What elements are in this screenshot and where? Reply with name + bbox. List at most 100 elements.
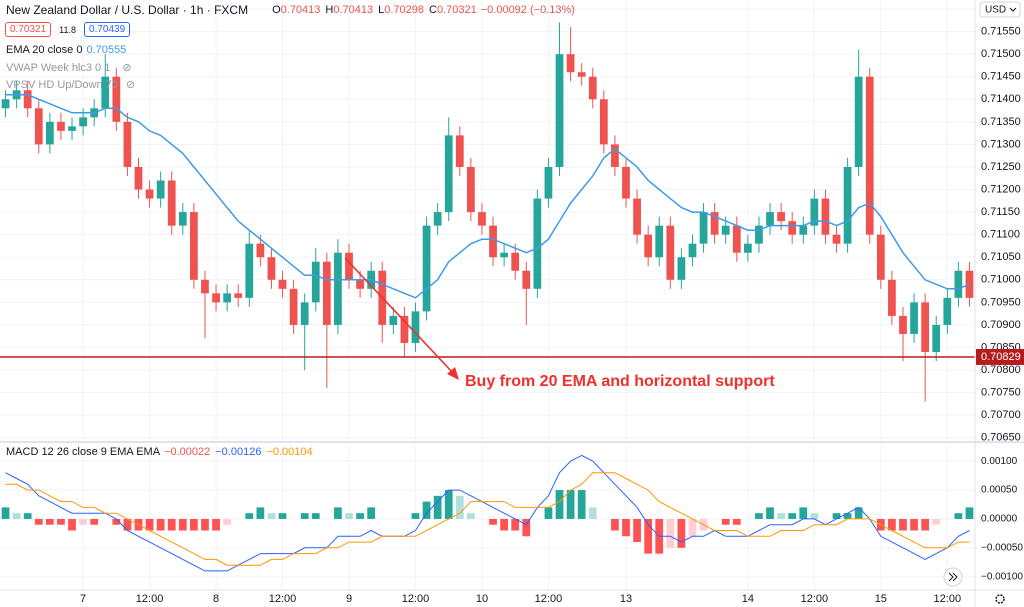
y-tick-label: 0.71050 <box>981 251 1021 263</box>
candle-body <box>322 261 331 325</box>
candle-body <box>212 293 220 303</box>
indicator-value: 0.70555 <box>86 44 127 56</box>
histogram-bar <box>367 507 376 519</box>
price-axis <box>975 0 1024 607</box>
ohlc-item: H0.70413 <box>325 4 373 16</box>
candle-body <box>201 279 209 294</box>
histogram-bar <box>677 518 686 548</box>
candle-body <box>566 54 575 73</box>
candle-body <box>788 221 797 235</box>
candle-body <box>478 212 486 226</box>
y-tick-label: 0.70650 <box>981 432 1021 444</box>
histogram-bar <box>145 518 154 531</box>
spread: 11.8 <box>59 24 77 35</box>
sell-price[interactable]: 0.70321 <box>5 22 52 37</box>
histogram-bar <box>12 513 21 519</box>
change: −0.00092 (−0.13%) <box>480 4 575 16</box>
histogram-bar <box>444 490 453 519</box>
ohlc-value: 0.70413 <box>280 4 321 16</box>
candle-body <box>79 117 87 127</box>
histogram-bar <box>777 513 785 519</box>
histogram-bar <box>965 507 974 519</box>
y-tick-label: −0.00050 <box>981 542 1023 553</box>
candle-body <box>810 198 819 226</box>
histogram-bar <box>278 513 287 519</box>
candle-body <box>433 212 442 226</box>
y-tick-label: 0.71350 <box>981 116 1021 128</box>
histogram-bar <box>57 518 65 525</box>
candle-body <box>422 225 431 312</box>
y-tick-label: 0.71100 <box>981 229 1020 241</box>
candle-body <box>1 99 10 109</box>
settings-icon[interactable] <box>995 594 1005 604</box>
candle-body <box>577 72 586 77</box>
y-tick-label: −0.00100 <box>981 571 1023 582</box>
buy-price[interactable]: 0.70439 <box>84 22 131 37</box>
histogram-bar <box>23 513 32 519</box>
candle-body <box>267 257 276 280</box>
candle-body <box>899 315 907 334</box>
x-tick-label: 12:00 <box>535 593 563 605</box>
histogram-bar <box>34 518 43 525</box>
histogram-bar <box>345 513 353 519</box>
dropdown-icon[interactable] <box>1009 7 1017 12</box>
histogram-bar <box>90 518 99 525</box>
macd-value: −0.00104 <box>266 446 313 458</box>
histogram-bar <box>178 518 187 531</box>
ohlc-item: C0.70321 <box>429 4 477 16</box>
candle-body <box>223 293 232 303</box>
signal-line <box>5 472 970 566</box>
hidden-icon[interactable]: ⊘ <box>125 79 136 91</box>
histogram-bar <box>832 513 841 519</box>
annotation-arrow <box>344 257 455 375</box>
y-tick-label: 0.71500 <box>981 48 1021 60</box>
indicator-name: VPSV HD Up/Down 70 <box>6 78 118 91</box>
candle-body <box>145 189 154 199</box>
histogram-bar <box>511 518 520 531</box>
candle-body <box>167 180 176 226</box>
histogram-bar <box>788 513 797 519</box>
histogram-bar <box>433 495 442 519</box>
scroll-icon[interactable] <box>948 572 958 582</box>
candle-body <box>954 270 963 298</box>
ohlc-value: 0.70413 <box>333 4 374 16</box>
indicator-legend: VWAP Week hlc3 0 1 ⊘ <box>6 61 132 75</box>
candle-body <box>311 261 320 303</box>
currency-button[interactable] <box>979 1 1021 18</box>
histogram-bar <box>611 518 619 531</box>
candle-body <box>533 198 542 289</box>
y-tick-label: 0.71550 <box>981 25 1021 37</box>
candle-body <box>57 121 65 131</box>
candle-body <box>356 279 364 289</box>
histogram-bar <box>921 518 930 531</box>
hidden-icon[interactable]: ⊘ <box>122 62 132 74</box>
x-tick-label: 9 <box>346 593 352 605</box>
currency[interactable]: USD <box>985 5 1006 16</box>
symbol-legend: New Zealand Dollar / U.S. Dollar · 1h · … <box>6 3 575 17</box>
ohlc-value: 0.70321 <box>436 4 477 16</box>
candle-body <box>633 198 641 235</box>
histogram-bar <box>167 518 176 531</box>
indicator-legend: EMA 20 close 0 0.70555 <box>6 44 126 56</box>
histogram-bar <box>156 518 165 531</box>
candle-body <box>178 212 187 226</box>
candle-body <box>666 225 675 280</box>
histogram-bar <box>500 518 508 531</box>
price-badges: 0.70321 11.8 0.70439 <box>5 22 131 37</box>
histogram-bar <box>45 518 54 525</box>
candle-body <box>68 126 76 131</box>
histogram-bar <box>223 518 232 525</box>
candle-body <box>389 315 398 325</box>
candle-body <box>799 225 808 235</box>
candle-body <box>190 212 198 280</box>
histogram-bar <box>566 490 575 519</box>
histogram-bar <box>555 490 564 519</box>
candle-body <box>699 212 708 244</box>
histogram-bar <box>544 507 553 519</box>
y-tick-label: 0.71300 <box>981 138 1021 150</box>
ohlc-legend: O0.70413 H0.70413 L0.70298 C0.70321 <box>272 4 477 16</box>
annotation: Buy from 20 EMA and horizontal support <box>465 373 775 390</box>
candle-body <box>943 297 952 325</box>
ohlc-label: H <box>325 4 334 16</box>
symbol-title: New Zealand Dollar / U.S. Dollar · 1h · … <box>6 3 249 17</box>
